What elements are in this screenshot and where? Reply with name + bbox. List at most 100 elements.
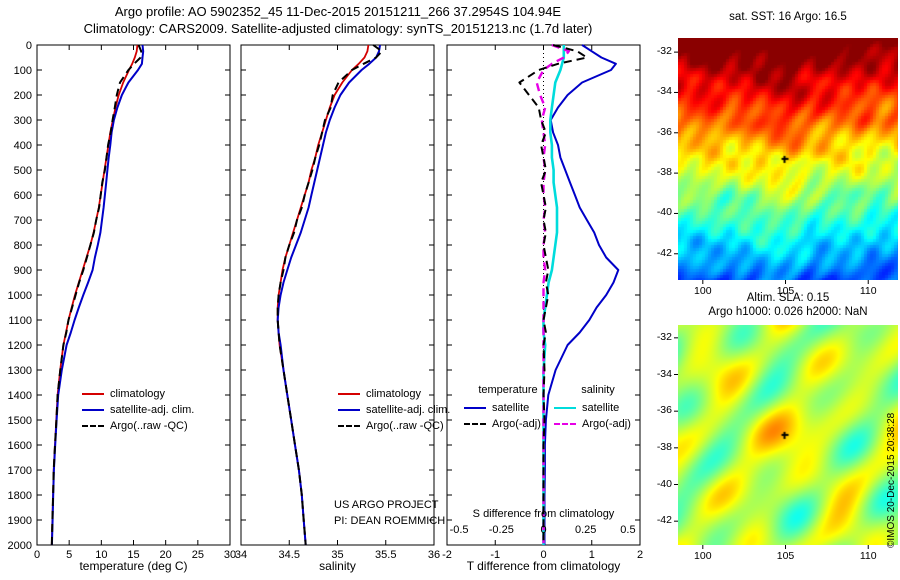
map-lat-tick-label: -34 bbox=[656, 85, 672, 98]
depth-tick-label: 1400 bbox=[8, 390, 32, 402]
s-axis-tick-label: 0.25 bbox=[575, 524, 596, 536]
depth-tick-label: 1600 bbox=[8, 440, 32, 452]
depth-tick-label: 700 bbox=[14, 215, 32, 227]
legend-row: Argo(-adj) bbox=[554, 416, 642, 432]
salinity-panel-xlabel: salinity bbox=[319, 559, 356, 573]
legend-label: satellite-adj. clim. bbox=[110, 404, 195, 416]
sla-map-image bbox=[678, 325, 898, 545]
depth-tick-label: 1300 bbox=[8, 365, 32, 377]
argo-raw-line-swatch bbox=[82, 425, 104, 427]
s-axis-tick-label: -0.5 bbox=[450, 524, 469, 536]
argo-raw-line-swatch bbox=[338, 425, 360, 427]
legend-row: Argo(..raw -QC) bbox=[338, 418, 450, 434]
legend-column-header: temperature bbox=[478, 384, 538, 396]
depth-tick-label: 200 bbox=[14, 90, 32, 102]
x-tick-label: 30 bbox=[224, 549, 236, 561]
depth-tick-label: 800 bbox=[14, 240, 32, 252]
depth-tick-label: 1100 bbox=[8, 315, 32, 327]
climatology-line-swatch bbox=[82, 393, 104, 395]
depth-tick-label: 1800 bbox=[8, 490, 32, 502]
map-lon-tick-label: 100 bbox=[694, 285, 712, 297]
temperature-panel-legend: climatology satellite-adj. clim. Argo(..… bbox=[82, 386, 194, 434]
s-axis-tick-label: -0.25 bbox=[489, 524, 514, 536]
map-lat-tick-label: -32 bbox=[656, 330, 672, 343]
sst-map-title: sat. SST: 16 Argo: 16.5 bbox=[729, 11, 847, 23]
salinity-panel-frame bbox=[240, 44, 435, 546]
sla-map-title: Altim. SLA: 0.15 bbox=[746, 292, 830, 304]
legend-label: Argo(-adj) bbox=[492, 418, 541, 430]
depth-tick-label: 300 bbox=[14, 115, 32, 127]
temperature-panel-frame bbox=[36, 44, 231, 546]
depth-tick-label: 0 bbox=[26, 40, 32, 52]
legend-label: satellite bbox=[492, 402, 530, 414]
map-lon-tick-label: 105 bbox=[776, 550, 795, 562]
s-axis-tick-label: 0 bbox=[540, 524, 546, 536]
legend-row: satellite bbox=[464, 400, 552, 416]
imos-credit-vertical: ©IMOS 20-Dec-2015 20:38:28 bbox=[886, 412, 897, 548]
x-tick-label: -2 bbox=[442, 549, 452, 561]
x-tick-label: 34.5 bbox=[279, 549, 300, 561]
depth-tick-label: 400 bbox=[14, 140, 32, 152]
depth-tick-label: 900 bbox=[14, 265, 32, 277]
depth-tick-label: 1900 bbox=[8, 515, 32, 527]
legend-row: satellite-adj. clim. bbox=[338, 402, 450, 418]
series-climatology bbox=[276, 44, 370, 546]
depth-tick-label: 100 bbox=[14, 65, 32, 77]
legend-label: climatology bbox=[366, 388, 422, 400]
map-lat-tick-label: -38 bbox=[656, 440, 672, 453]
satellite-S-diff-swatch bbox=[554, 407, 576, 409]
map-lon-tick-label: 110 bbox=[859, 550, 877, 562]
temperature-panel-xlabel: temperature (deg C) bbox=[79, 559, 187, 573]
legend-row: climatology bbox=[338, 386, 450, 402]
x-tick-label: 15 bbox=[127, 549, 139, 561]
legend-label: Argo(..raw -QC) bbox=[366, 420, 444, 432]
map-lon-tick-label: 100 bbox=[694, 550, 712, 562]
x-tick-label: -1 bbox=[490, 549, 500, 561]
satellite-adj-line-swatch bbox=[82, 409, 104, 411]
argo-S-diff-swatch bbox=[554, 423, 576, 425]
figure-title-line2: Climatology: CARS2009. Satellite-adjuste… bbox=[83, 21, 593, 36]
map-lat-tick-label: -38 bbox=[656, 166, 672, 179]
map-lat-tick-label: -40 bbox=[656, 206, 672, 219]
legend-column-header: salinity bbox=[581, 384, 615, 396]
x-tick-label: 1 bbox=[589, 549, 595, 561]
legend-label: satellite bbox=[582, 402, 620, 414]
argo-T-diff-swatch bbox=[464, 423, 486, 425]
sla-map-subtitle: Argo h1000: 0.026 h2000: NaN bbox=[708, 306, 868, 318]
depth-tick-label: 1700 bbox=[8, 465, 32, 477]
figure-title-line1: Argo profile: AO 5902352_45 11-Dec-2015 … bbox=[114, 4, 562, 19]
depth-tick-label: 1500 bbox=[8, 415, 32, 427]
x-tick-label: 10 bbox=[95, 549, 107, 561]
legend-row: satellite-adj. clim. bbox=[82, 402, 194, 418]
x-tick-label: 34 bbox=[235, 549, 247, 561]
x-tick-label: 2 bbox=[637, 549, 643, 561]
map-lat-tick-label: -42 bbox=[656, 246, 672, 259]
climatology-line-swatch bbox=[338, 393, 360, 395]
map-lat-tick-label: -36 bbox=[656, 404, 672, 417]
series-argo-adj-t-difference bbox=[518, 44, 588, 545]
x-tick-label: 0 bbox=[34, 549, 40, 561]
s-axis-label: S difference from climatology bbox=[473, 508, 615, 520]
x-tick-label: 35 bbox=[331, 549, 343, 561]
salinity-panel-legend: climatology satellite-adj. clim. Argo(..… bbox=[338, 386, 450, 434]
difference-panel-frame bbox=[446, 44, 641, 546]
legend-row: Argo(-adj) bbox=[464, 416, 552, 432]
map-lat-tick-label: -36 bbox=[656, 125, 672, 138]
map-lat-tick-label: -32 bbox=[656, 45, 672, 58]
map-lon-tick-label: 105 bbox=[776, 285, 795, 297]
series-argo-raw-qc- bbox=[276, 44, 383, 546]
series-satellite-adj-clim- bbox=[276, 44, 381, 546]
map-lat-tick-label: -40 bbox=[656, 477, 672, 490]
depth-tick-label: 500 bbox=[14, 165, 32, 177]
legend-label: Argo(..raw -QC) bbox=[110, 420, 188, 432]
satellite-adj-line-swatch bbox=[338, 409, 360, 411]
series-satellite-adj-clim- bbox=[50, 44, 145, 546]
x-tick-label: 35.5 bbox=[375, 549, 396, 561]
series-climatology bbox=[50, 44, 139, 546]
map-lat-tick-label: -34 bbox=[656, 367, 672, 380]
map-lat-tick-label: -42 bbox=[656, 514, 672, 527]
project-text-line2: PI: DEAN ROEMMICH bbox=[334, 515, 446, 527]
x-tick-label: 0 bbox=[540, 549, 546, 561]
legend-label: Argo(-adj) bbox=[582, 418, 631, 430]
